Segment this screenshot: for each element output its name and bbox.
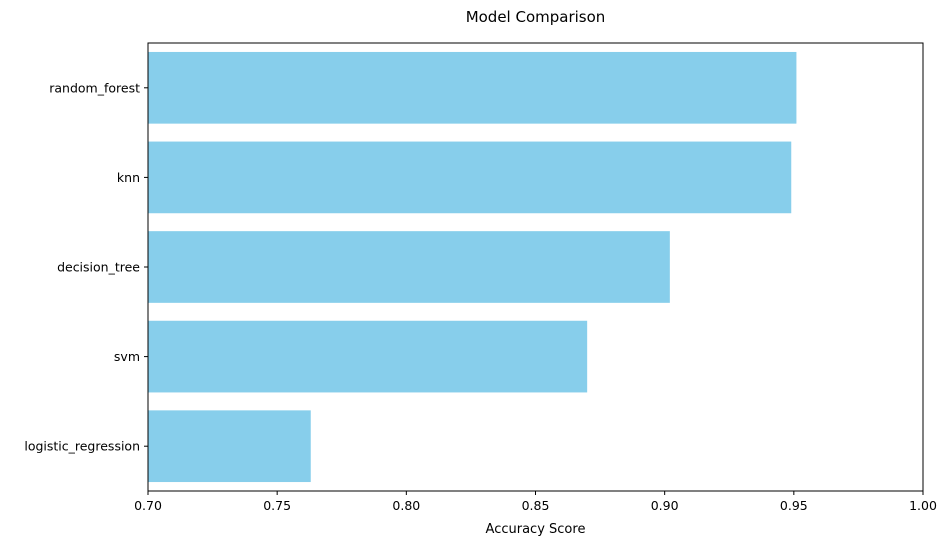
y-tick-label: decision_tree bbox=[57, 260, 140, 275]
y-tick-label: knn bbox=[117, 170, 140, 185]
x-tick-label: 0.80 bbox=[392, 498, 420, 513]
x-tick-label: 0.85 bbox=[522, 498, 550, 513]
x-axis-label: Accuracy Score bbox=[486, 522, 586, 537]
bar-knn bbox=[148, 141, 792, 214]
bar-decision-tree bbox=[148, 231, 670, 303]
y-tick-label: svm bbox=[114, 349, 140, 364]
bar-random-forest bbox=[148, 51, 797, 124]
x-tick-label: 1.00 bbox=[909, 498, 937, 513]
x-tick-label: 0.95 bbox=[780, 498, 808, 513]
y-tick-label: logistic_regression bbox=[24, 439, 140, 454]
chart-title: Model Comparison bbox=[466, 8, 606, 26]
y-tick-label: random_forest bbox=[49, 80, 140, 95]
x-tick-label: 0.70 bbox=[134, 498, 162, 513]
plot-frame bbox=[147, 42, 924, 492]
x-tick-label: 0.90 bbox=[651, 498, 679, 513]
bar-svm bbox=[148, 320, 588, 393]
x-tick-label: 0.75 bbox=[263, 498, 291, 513]
bar-logistic-regression bbox=[148, 410, 311, 483]
bars-group bbox=[148, 51, 797, 483]
x-axis-ticks: 0.70 0.75 0.80 0.85 0.90 0.95 1.00 bbox=[134, 491, 937, 513]
